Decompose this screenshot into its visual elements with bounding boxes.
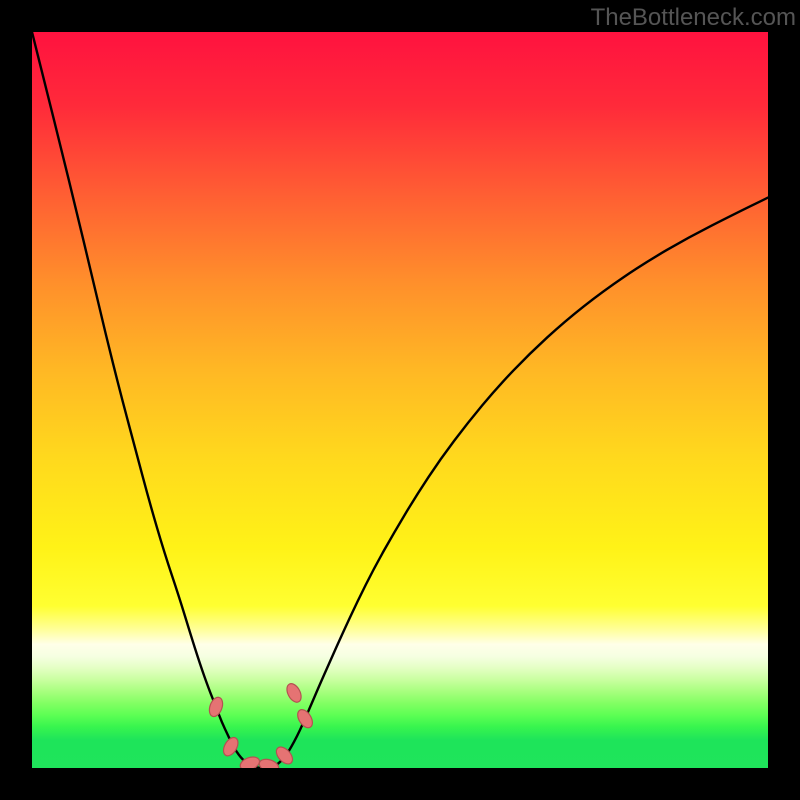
chart-svg [32, 32, 768, 768]
gradient-background [32, 32, 768, 768]
outer-frame: TheBottleneck.com [0, 0, 800, 800]
watermark-text: TheBottleneck.com [591, 4, 796, 32]
plot-area [32, 32, 768, 768]
